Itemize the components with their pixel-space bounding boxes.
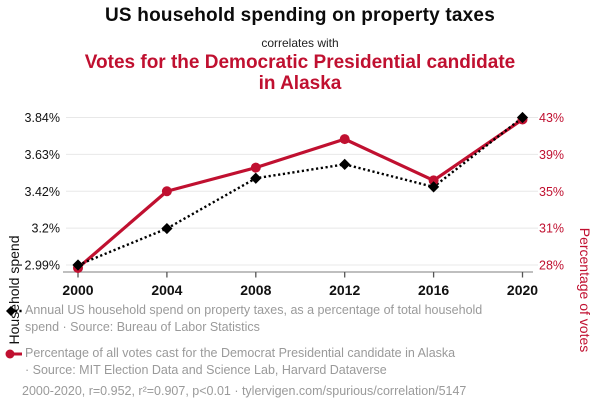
right-axis-tick-label: 43% (539, 111, 564, 125)
data-point-circle (161, 186, 172, 197)
black-diamond-dotted-line-icon (6, 306, 23, 316)
red-circle-solid-line-icon (5, 349, 22, 359)
legend-item-votes: Percentage of all votes cast for the Dem… (3, 345, 592, 379)
left-axis-tick-label: 3.42% (25, 185, 60, 199)
legend: Annual US household spend on property ta… (3, 302, 592, 379)
data-point-circle (250, 162, 261, 173)
legend-label-household-spend: Annual US household spend on property ta… (25, 303, 483, 334)
x-axis-tick-label: 2016 (418, 282, 449, 298)
left-axis-tick-label: 2.99% (25, 259, 60, 273)
series-line-circle (76, 118, 524, 270)
data-point-diamond (72, 259, 84, 271)
correlates-with-label: correlates with (261, 36, 339, 50)
legend-item-household-spend: Annual US household spend on property ta… (3, 302, 592, 336)
correlation-line-chart: 3.84% 43%3.63% 39%3.42% 35%3.2% 31%2.99% 28%2… (25, 111, 564, 298)
left-axis-tick-label: 3.63% (25, 148, 60, 162)
left-axis-tick-label: 3.2% (32, 222, 61, 236)
data-point-diamond (428, 181, 440, 193)
data-point-diamond (161, 222, 173, 235)
x-axis-tick-label: 2012 (329, 282, 360, 298)
right-axis-tick-label: 31% (539, 222, 564, 236)
x-axis-tick-label: 2020 (507, 282, 538, 298)
right-axis-tick-label: 28% (539, 259, 564, 273)
data-point-circle (339, 134, 350, 145)
series-line-diamond (77, 116, 524, 267)
chart-area: 3.84% 43% 3.63% 39% 3.42% 35% 3.2% 31% 2.99% 28% 2… (0, 100, 600, 352)
x-axis-tick-label: 2008 (240, 282, 271, 298)
left-axis-tick-label: 3.84% (25, 111, 60, 125)
page-title: US household spending on property taxes (105, 5, 495, 26)
right-axis-tick-label: 35% (539, 185, 564, 199)
data-point-diamond (250, 172, 262, 184)
secondary-title: Votes for the Democratic Presidential ca… (84, 52, 516, 94)
data-point-diamond (339, 158, 351, 170)
data-point-circle (428, 175, 439, 186)
right-axis-tick-label: 39% (539, 148, 564, 162)
x-axis-tick-label: 2000 (62, 282, 93, 298)
x-axis-tick-label: 2004 (151, 282, 182, 298)
legend-label-votes: Percentage of all votes cast for the Dem… (25, 345, 456, 377)
stats-footer: 2000-2020, r=0.952, r²=0.907, p<0.01 · t… (22, 384, 467, 398)
